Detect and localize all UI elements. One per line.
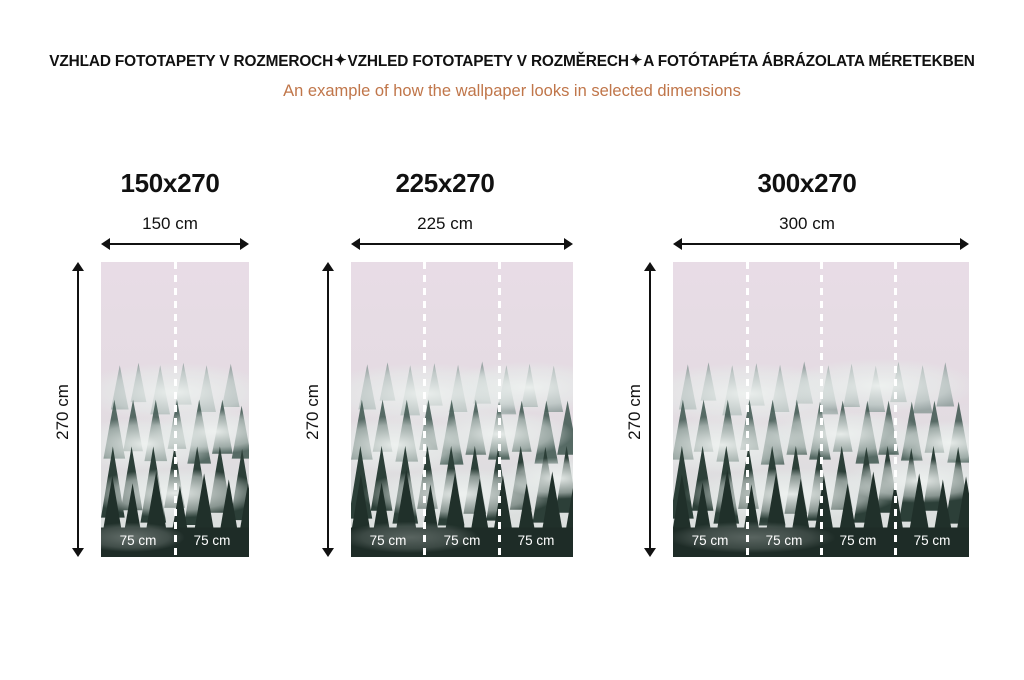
panel-height-label: 270 cm bbox=[53, 384, 72, 440]
segment-width-label: 75 cm bbox=[119, 533, 157, 548]
size-panel-225x270: 225x270 225 cm 270 cm bbox=[290, 120, 600, 580]
arrow-head-bottom-icon bbox=[644, 548, 656, 557]
segment-width-label: 75 cm bbox=[517, 533, 555, 548]
arrow-head-left-icon bbox=[101, 238, 110, 250]
segment-width-label: 75 cm bbox=[369, 533, 407, 548]
size-preview-panels: 150x270 150 cm 270 cm bbox=[0, 120, 1024, 640]
arrow-line bbox=[77, 268, 79, 551]
panel-width-label: 150 cm bbox=[142, 214, 198, 233]
panel-divider bbox=[745, 262, 749, 557]
wallpaper-preview-image: 75 cm 75 cm 75 cm 75 cm bbox=[673, 262, 969, 557]
arrow-line bbox=[679, 243, 963, 245]
panel-height-label: 270 cm bbox=[625, 384, 644, 440]
title-part-hungarian: A FOTÓTAPÉTA ÁBRÁZOLATA MÉRETEKBEN bbox=[643, 53, 975, 70]
forest-artwork-icon bbox=[351, 262, 573, 557]
panel-height-label: 270 cm bbox=[303, 384, 322, 440]
sparkle-icon: ✦ bbox=[334, 52, 347, 69]
panel-divider bbox=[893, 262, 897, 557]
segment-width-label: 75 cm bbox=[691, 533, 729, 548]
segment-width-label: 75 cm bbox=[839, 533, 877, 548]
title-part-czech: VZHLED FOTOTAPETY V ROZMĚRECH bbox=[347, 53, 629, 70]
page-subtitle: An example of how the wallpaper looks in… bbox=[283, 82, 741, 100]
sparkle-icon: ✦ bbox=[629, 52, 643, 69]
arrow-head-left-icon bbox=[673, 238, 682, 250]
panel-title: 150x270 bbox=[120, 168, 220, 198]
arrow-head-bottom-icon bbox=[72, 548, 84, 557]
arrow-head-left-icon bbox=[351, 238, 360, 250]
wallpaper-preview-image: 75 cm 75 cm 75 cm bbox=[351, 262, 573, 557]
panel-divider bbox=[173, 262, 177, 557]
arrow-head-right-icon bbox=[240, 238, 249, 250]
wallpaper-preview-image: 75 cm 75 cm bbox=[101, 262, 249, 557]
width-dimension-arrow bbox=[351, 237, 573, 251]
arrow-head-bottom-icon bbox=[322, 548, 334, 557]
segment-width-label: 75 cm bbox=[913, 533, 951, 548]
height-dimension-arrow bbox=[71, 262, 85, 557]
width-dimension-arrow bbox=[673, 237, 969, 251]
arrow-head-right-icon bbox=[960, 238, 969, 250]
arrow-line bbox=[107, 243, 243, 245]
width-dimension-arrow bbox=[101, 237, 249, 251]
arrow-head-right-icon bbox=[564, 238, 573, 250]
panel-width-label: 225 cm bbox=[417, 214, 473, 233]
page-header: VZHĽAD FOTOTAPETY V ROZMEROCH✦VZHLED FOT… bbox=[0, 0, 1024, 120]
panel-title: 300x270 bbox=[757, 168, 857, 198]
segment-width-label: 75 cm bbox=[765, 533, 803, 548]
size-panel-150x270: 150x270 150 cm 270 cm bbox=[40, 120, 300, 580]
title-part-slovak: VZHĽAD FOTOTAPETY V ROZMEROCH bbox=[49, 53, 334, 70]
arrow-head-top-icon bbox=[644, 262, 656, 271]
panel-divider bbox=[497, 262, 501, 557]
arrow-line bbox=[327, 268, 329, 551]
segment-width-label: 75 cm bbox=[193, 533, 231, 548]
arrow-line bbox=[357, 243, 567, 245]
height-dimension-arrow bbox=[321, 262, 335, 557]
arrow-head-top-icon bbox=[322, 262, 334, 271]
panel-divider bbox=[819, 262, 823, 557]
height-dimension-arrow bbox=[643, 262, 657, 557]
panel-title: 225x270 bbox=[395, 168, 495, 198]
arrow-line bbox=[649, 268, 651, 551]
panel-width-label: 300 cm bbox=[779, 214, 835, 233]
size-panel-300x270: 300x270 300 cm 270 cm bbox=[612, 120, 1002, 580]
panel-divider bbox=[423, 262, 427, 557]
segment-width-label: 75 cm bbox=[443, 533, 481, 548]
page-title: VZHĽAD FOTOTAPETY V ROZMEROCH✦VZHLED FOT… bbox=[0, 52, 1024, 72]
arrow-head-top-icon bbox=[72, 262, 84, 271]
